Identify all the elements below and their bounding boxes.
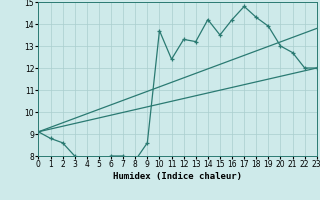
- X-axis label: Humidex (Indice chaleur): Humidex (Indice chaleur): [113, 172, 242, 181]
